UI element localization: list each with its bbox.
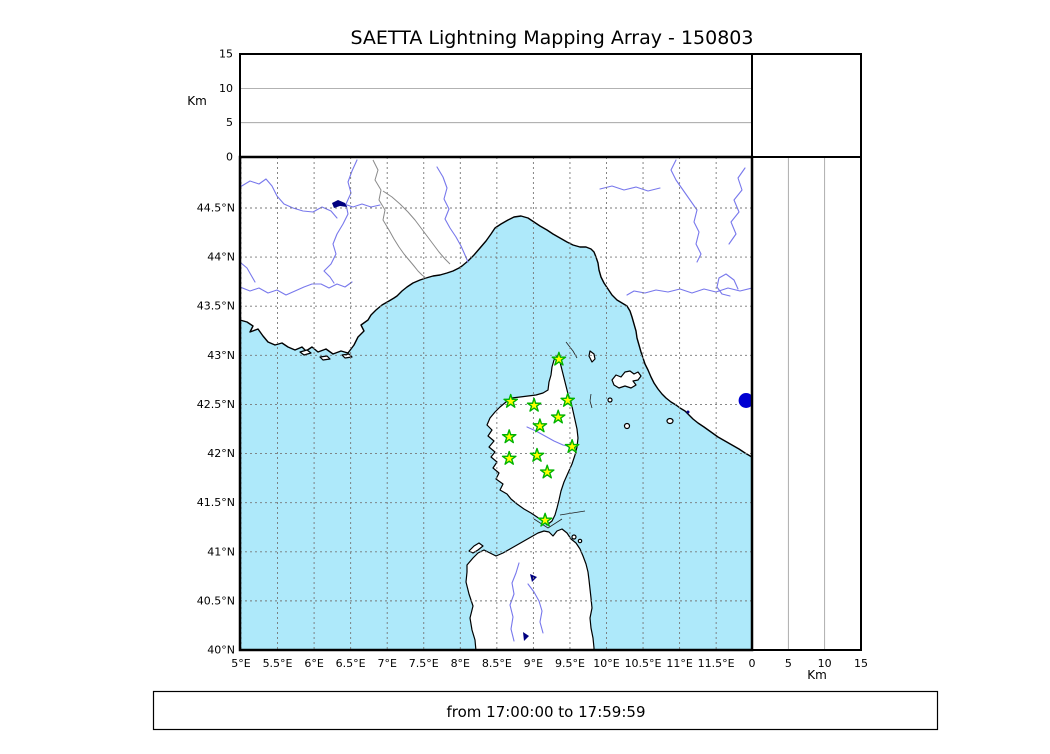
montecristo-island: [623, 422, 631, 430]
lon-tick-label: 10.5°E: [625, 657, 662, 670]
lon-tick-label: 9°E: [524, 657, 543, 670]
lon-tick-label: 8.5°E: [482, 657, 512, 670]
km-tick-label: 10: [818, 657, 832, 670]
altitude-tick-label: 5: [226, 116, 233, 129]
lma-station-marker: [550, 409, 566, 424]
right-panel-frame: [751, 156, 862, 651]
time-box-frame: [152, 690, 939, 731]
source-points-layer: [738, 393, 752, 408]
lma-station-marker: [526, 397, 542, 412]
km-tick-label: 0: [749, 657, 756, 670]
corsica-island: [486, 354, 579, 526]
lma-station-marker: [560, 392, 576, 407]
asinara-island: [468, 542, 484, 554]
altitude-longitude-panel: 0 5 10 15 Km: [187, 48, 753, 164]
lat-tick-label: 41.5°N: [197, 496, 235, 509]
map-panel: 44.5°N 44°N 43.5°N 43°N 42.5°N 42°N 41.5°N 41°N…: [197, 155, 754, 670]
time-range-box: from 17:00:00 to 17:59:59: [152, 690, 939, 731]
mainland-coastline: [240, 215, 752, 458]
lon-tick-label: 6.5°E: [336, 657, 366, 670]
capraia-island: [588, 350, 596, 363]
lat-tick-label: 44°N: [207, 251, 235, 264]
lon-tick-label: 11.5°E: [698, 657, 735, 670]
corsica-river: [526, 426, 573, 448]
maddalena-islet: [571, 534, 577, 540]
sardinia-island: [465, 528, 595, 650]
sardinia-rivers: [509, 562, 544, 642]
lma-station-marker: [501, 450, 517, 465]
source-point-marker: [738, 393, 752, 408]
lat-tick-label: 41°N: [207, 545, 235, 558]
lat-tick-label: 40.5°N: [197, 594, 235, 607]
pianosa-island: [607, 397, 613, 403]
lma-station-marker: [537, 512, 553, 527]
lat-tick-label: 42°N: [207, 447, 235, 460]
longitude-tick-labels: 5°E 5.5°E 6°E 6.5°E 7°E 7.5°E 8°E 8.5°E 9°E 9.5°E…: [231, 657, 734, 670]
rivers: [240, 159, 752, 297]
lon-tick-label: 9.5°E: [555, 657, 585, 670]
lma-stations-layer: [501, 351, 580, 527]
km-tick-label: 5: [785, 657, 792, 670]
country-borders: [372, 159, 451, 279]
altitude-axis-label: Km: [187, 94, 207, 108]
lon-tick-label: 6°E: [304, 657, 323, 670]
plot-title: SAETTA Lightning Mapping Array - 150803: [351, 27, 754, 49]
km-axis-label: Km: [807, 668, 827, 682]
lat-tick-label: 43.5°N: [197, 300, 235, 313]
lon-tick-label: 8°E: [451, 657, 470, 670]
time-range-label: from 17:00:00 to 17:59:59: [446, 703, 645, 721]
altitude-panel-frame: [239, 53, 753, 158]
altitude-tick-label: 10: [219, 82, 233, 95]
hyeres-islands: [299, 349, 353, 361]
altitude-tick-label: 0: [226, 151, 233, 164]
lon-tick-label: 10°E: [593, 657, 619, 670]
lon-tick-label: 7.5°E: [409, 657, 439, 670]
altitude-tick-label: 15: [219, 48, 233, 61]
lon-tick-label: 5°E: [231, 657, 250, 670]
elba-island: [611, 370, 642, 389]
lma-station-marker: [564, 439, 580, 454]
lma-station-marker: [529, 447, 545, 462]
lma-station-marker: [539, 464, 555, 479]
corner-panel-frame: [751, 53, 862, 158]
corner-panel: [751, 53, 862, 158]
km-tick-label: 15: [854, 657, 868, 670]
lat-tick-label: 42.5°N: [197, 398, 235, 411]
altitude-latitude-panel: 0 5 10 15 Km: [749, 156, 868, 682]
lma-station-marker: [503, 393, 519, 408]
giglio-island: [666, 417, 674, 425]
lma-station-marker: [532, 418, 548, 433]
map-content: [240, 157, 752, 650]
map-frame: [238, 155, 754, 652]
lma-station-marker: [501, 429, 517, 444]
lat-tick-label: 44.5°N: [197, 202, 235, 215]
latitude-tick-labels: 44.5°N 44°N 43.5°N 43°N 42.5°N 42°N 41.5°N 41°N…: [197, 202, 235, 657]
lon-tick-label: 5.5°E: [263, 657, 293, 670]
maddalena-islet-2: [577, 538, 583, 544]
lma-station-marker: [551, 351, 567, 366]
lat-tick-label: 43°N: [207, 349, 235, 362]
lat-tick-label: 40°N: [207, 643, 235, 656]
lon-tick-label: 11°E: [666, 657, 692, 670]
lon-tick-label: 7°E: [377, 657, 396, 670]
